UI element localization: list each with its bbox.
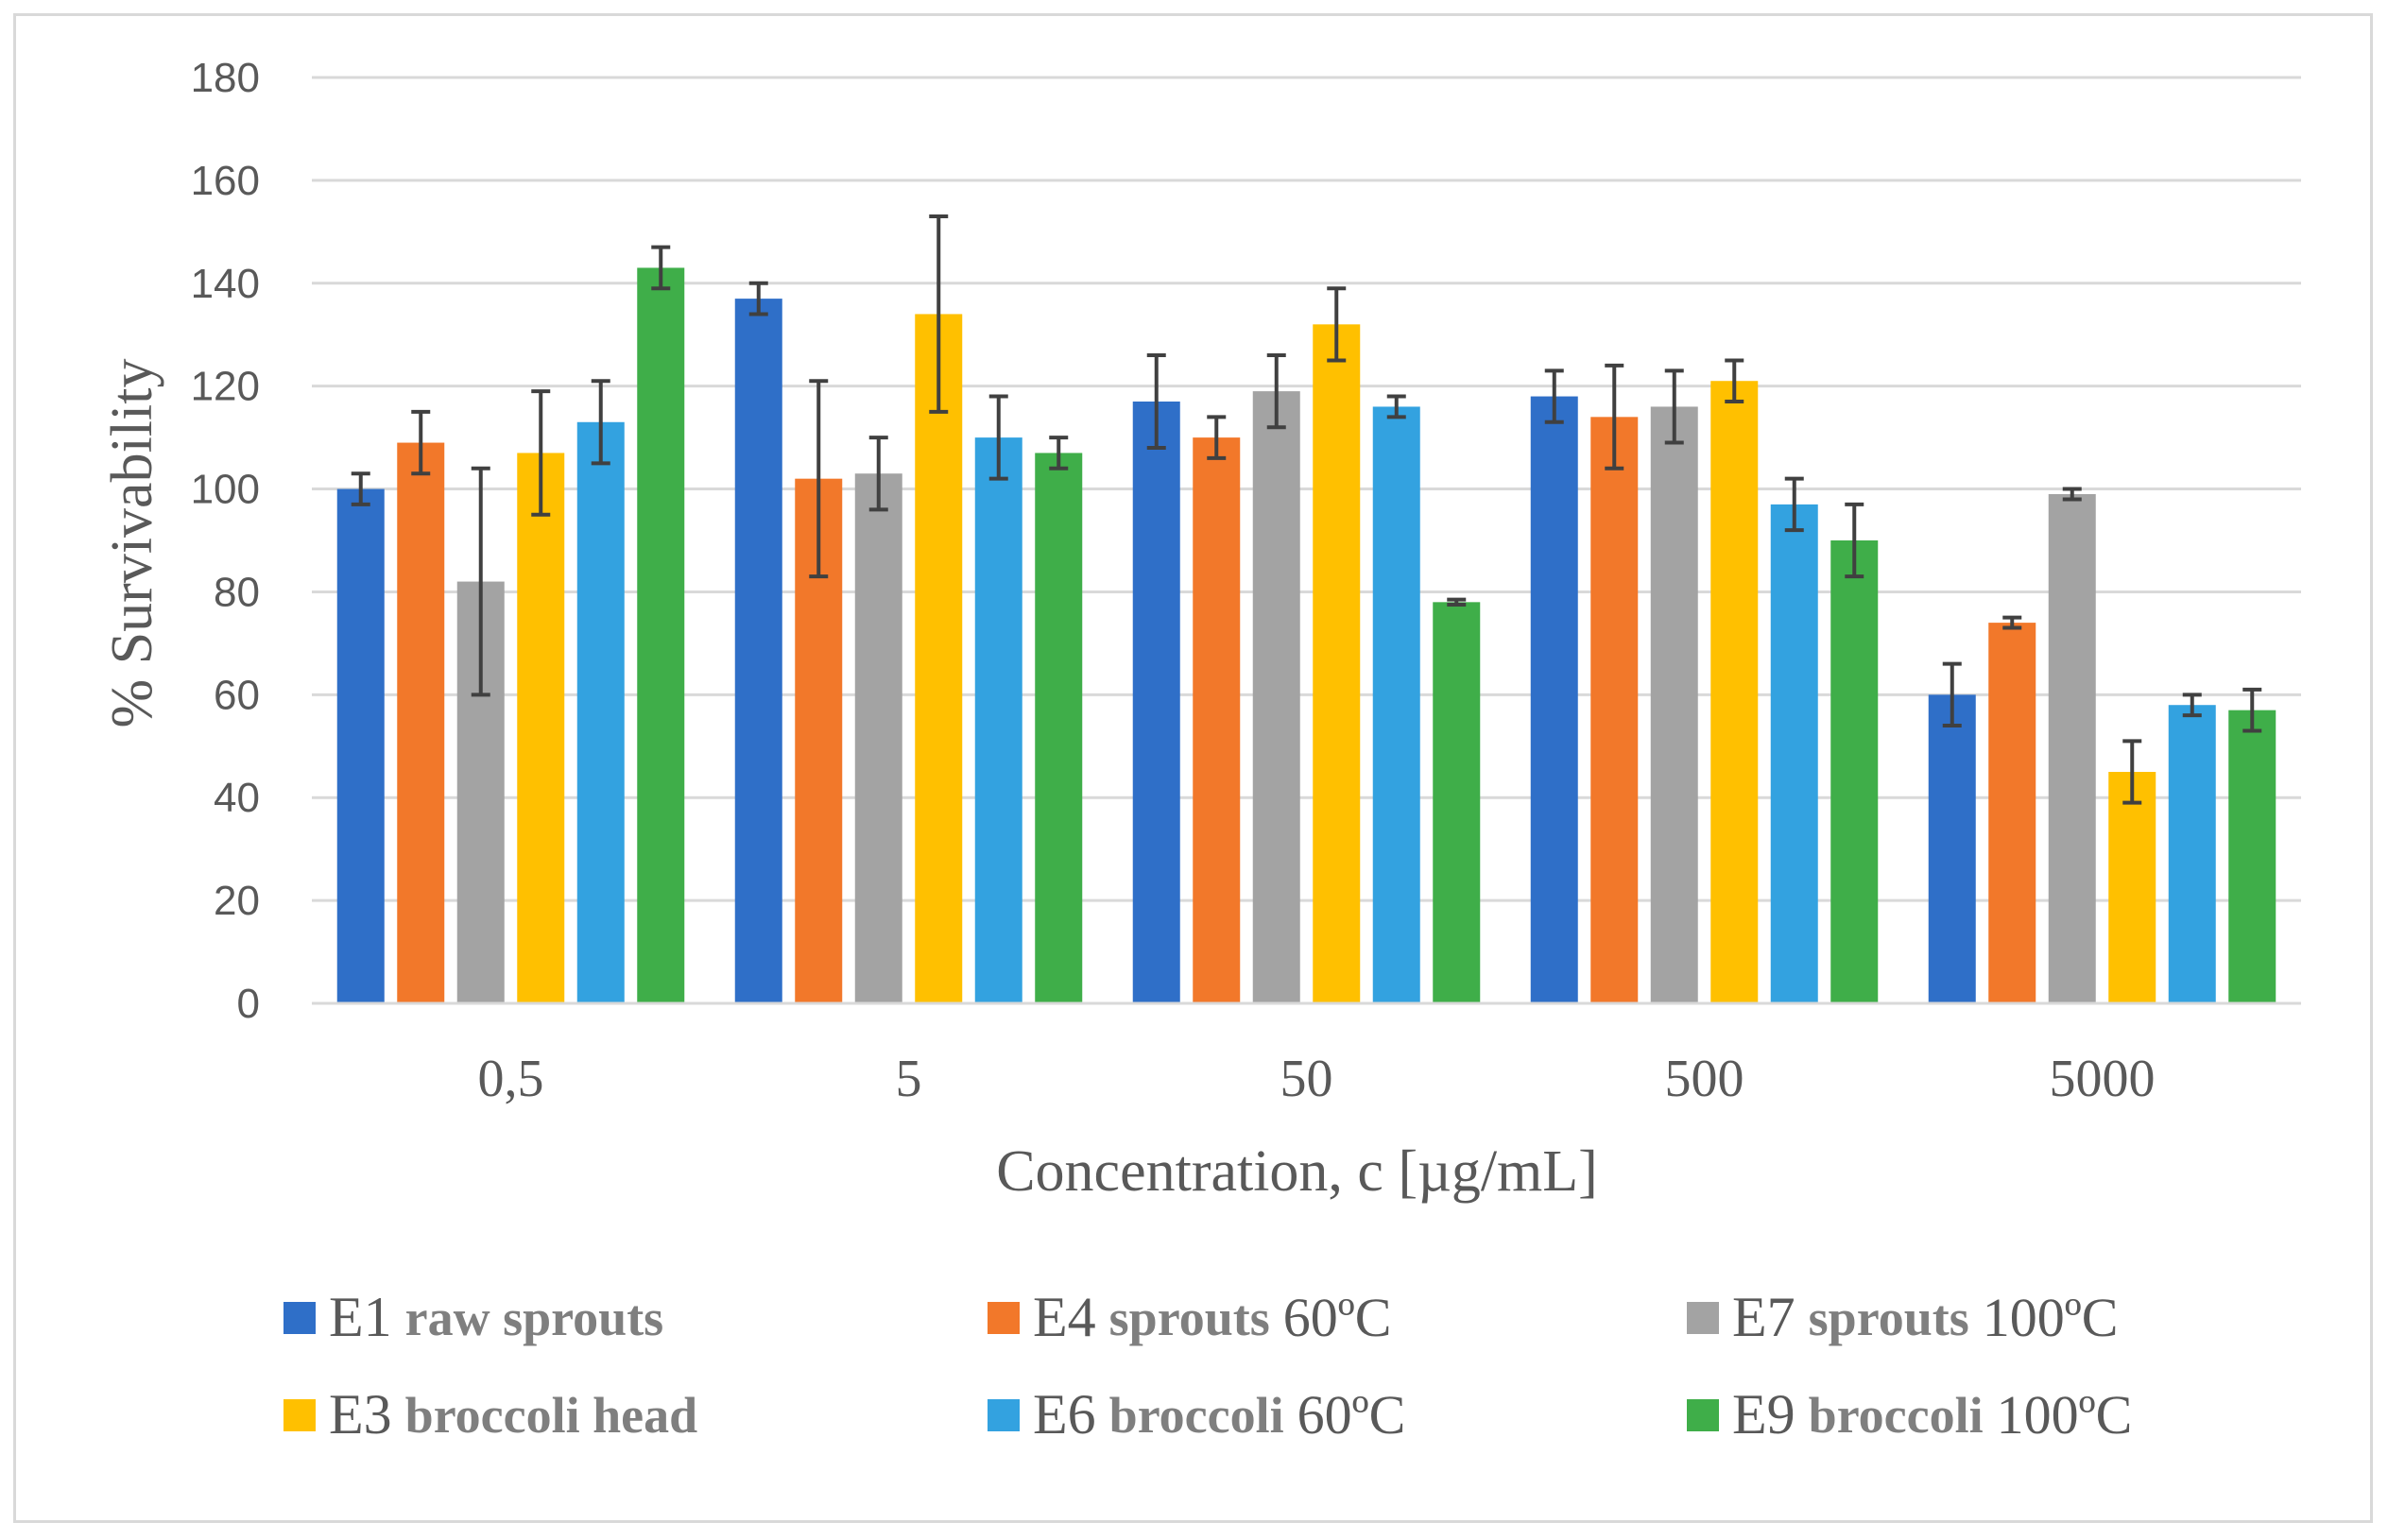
legend-swatch [1687, 1398, 1719, 1431]
y-tick-label: 40 [214, 775, 260, 821]
y-axis-ticks: 0 20 40 60 80 100 120 140 160 180 [191, 55, 260, 1027]
bar-e7 [1252, 391, 1300, 1004]
bar-e1 [336, 488, 385, 1003]
bar-e6 [1770, 504, 1818, 1003]
legend-description: sprouts [1808, 1289, 1969, 1346]
y-tick-label: 100 [191, 467, 260, 513]
legend-item-e9: E9 broccoli 100ºC [1687, 1382, 2132, 1447]
bar-e3 [517, 453, 565, 1003]
legend-temperature: 100ºC [1982, 1287, 2119, 1348]
bar-e4 [1988, 623, 2036, 1003]
bar-e6 [2168, 705, 2216, 1003]
bar-e3 [1710, 381, 1759, 1003]
legend-description: broccoli head [404, 1386, 698, 1444]
x-tick-label: 0,5 [478, 1050, 544, 1108]
bar-e1 [1928, 694, 1976, 1003]
bar-e3 [2108, 772, 2156, 1003]
y-tick-label: 80 [214, 569, 260, 615]
y-tick-label: 0 [237, 981, 260, 1027]
bar-e4 [1590, 417, 1639, 1003]
legend-item-e6: E6 broccoli 60ºC [988, 1382, 1405, 1447]
legend-temperature: 60ºC [1282, 1287, 1392, 1348]
legend-item-e1: E1 raw sprouts [283, 1285, 663, 1350]
bar-e6 [1372, 406, 1420, 1003]
legend-swatch [988, 1398, 1020, 1431]
legend-description: sprouts [1108, 1289, 1270, 1346]
x-tick-label: 5 [896, 1050, 922, 1108]
legend-description: broccoli [1808, 1386, 1984, 1444]
bars [336, 267, 2276, 1004]
x-tick-label: 500 [1665, 1050, 1744, 1108]
bar-e4 [1193, 437, 1241, 1004]
y-tick-label: 60 [214, 672, 260, 718]
error-bars [351, 214, 2262, 805]
x-tick-label: 50 [1280, 1050, 1333, 1108]
bar-e6 [576, 421, 625, 1003]
y-tick-label: 120 [191, 364, 260, 410]
x-axis-ticks: 0,5 5 50 500 5000 [478, 1050, 2156, 1108]
bar-e3 [1313, 324, 1361, 1003]
y-tick-label: 20 [214, 878, 260, 924]
bar-e1 [1530, 396, 1578, 1003]
legend-item-e4: E4 sprouts 60ºC [988, 1285, 1391, 1350]
legend-description: raw sprouts [404, 1289, 664, 1346]
y-axis-title: % Survivability [100, 359, 164, 728]
bar-e9 [637, 267, 685, 1003]
bar-e1 [1132, 402, 1180, 1003]
legend-code: E6 [1033, 1383, 1096, 1446]
legend-code: E4 [1033, 1286, 1096, 1348]
legend-item-e7: E7 sprouts 100ºC [1687, 1285, 2118, 1350]
legend-description: broccoli [1108, 1386, 1284, 1444]
legend-code: E3 [329, 1383, 392, 1446]
bar-e7 [854, 473, 902, 1003]
bar-e9 [2228, 710, 2276, 1003]
legend-code: E1 [329, 1286, 392, 1348]
legend-swatch [988, 1301, 1020, 1334]
legend-code: E9 [1732, 1383, 1795, 1446]
bar-e1 [734, 299, 782, 1004]
bar-e7 [1650, 406, 1698, 1003]
chart-legend: E1 raw sprouts E4 sprouts 60ºC E7 sprouts 100ºC… [283, 1285, 2268, 1502]
x-axis-title: Concentration, c [µg/mL] [996, 1139, 1598, 1204]
legend-item-e3: E3 broccoli head [283, 1382, 697, 1447]
y-tick-label: 140 [191, 261, 260, 307]
bar-e4 [397, 442, 445, 1003]
bar-e3 [915, 314, 963, 1003]
bar-e6 [974, 437, 1022, 1004]
legend-swatch [283, 1398, 316, 1431]
y-tick-label: 160 [191, 158, 260, 204]
legend-temperature: 60ºC [1297, 1384, 1406, 1446]
bar-e9 [1433, 602, 1481, 1003]
x-tick-label: 5000 [2050, 1050, 2156, 1108]
bar-e9 [1035, 453, 1083, 1003]
y-tick-label: 180 [191, 55, 260, 101]
legend-swatch [1687, 1301, 1719, 1334]
legend-code: E7 [1732, 1286, 1795, 1348]
bar-e7 [2048, 494, 2096, 1003]
legend-swatch [283, 1301, 316, 1334]
legend-temperature: 100ºC [1996, 1384, 2133, 1446]
bar-e9 [1830, 540, 1879, 1003]
